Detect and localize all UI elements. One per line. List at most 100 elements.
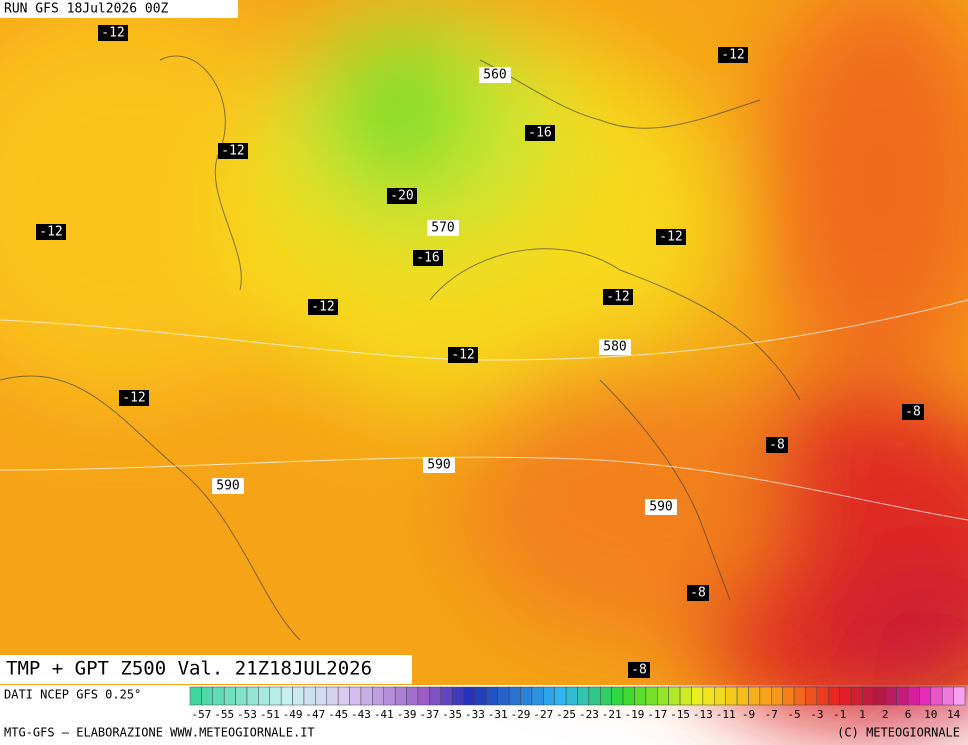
colorbar-label: -53 bbox=[237, 708, 257, 721]
color-swatch bbox=[531, 686, 544, 706]
temp-label-box bbox=[308, 299, 338, 315]
color-swatch bbox=[930, 686, 943, 706]
temp-contour-label: -12 bbox=[721, 48, 744, 63]
color-swatch bbox=[372, 686, 384, 706]
height-contour-label: 570 bbox=[431, 221, 454, 236]
temp-contour-label: -16 bbox=[416, 251, 439, 266]
color-swatch bbox=[383, 686, 396, 706]
color-swatch bbox=[771, 686, 783, 706]
color-swatch bbox=[600, 686, 612, 706]
color-swatch bbox=[634, 686, 647, 706]
color-swatch bbox=[725, 686, 738, 706]
color-swatch bbox=[873, 686, 886, 706]
temp-contour-label: -8 bbox=[905, 405, 921, 420]
temp-label-box bbox=[218, 143, 248, 159]
temp-label-box bbox=[387, 188, 417, 204]
color-swatch bbox=[588, 686, 601, 706]
color-swatch bbox=[782, 686, 795, 706]
color-swatch bbox=[486, 686, 498, 706]
temp-label-box bbox=[687, 585, 709, 601]
temp-label-box bbox=[413, 250, 443, 266]
colorbar-label: -11 bbox=[716, 708, 736, 721]
color-swatch bbox=[212, 686, 225, 706]
colorbar-label: -33 bbox=[465, 708, 485, 721]
temp-contour-label: -8 bbox=[631, 663, 647, 678]
colorbar-label: -5 bbox=[787, 708, 800, 721]
color-swatch bbox=[189, 686, 202, 706]
color-swatch bbox=[337, 686, 350, 706]
temp-contour-label: -20 bbox=[390, 189, 413, 204]
temp-label-box bbox=[119, 390, 149, 406]
color-swatch bbox=[451, 686, 464, 706]
color-swatch bbox=[941, 686, 954, 706]
height-label-box bbox=[427, 220, 459, 236]
colorbar-label: -51 bbox=[260, 708, 280, 721]
colorbar-label: -21 bbox=[602, 708, 622, 721]
color-swatch bbox=[805, 686, 818, 706]
color-swatch bbox=[349, 686, 362, 706]
color-swatch bbox=[474, 686, 487, 706]
title-box bbox=[0, 655, 412, 684]
temp-label-box bbox=[656, 229, 686, 245]
color-swatch bbox=[554, 686, 567, 706]
colorbar-label: 6 bbox=[905, 708, 912, 721]
temp-contour-label: -12 bbox=[39, 225, 62, 240]
temp-label-box bbox=[36, 224, 66, 240]
color-swatch bbox=[280, 686, 293, 706]
colorbar-label: -15 bbox=[670, 708, 690, 721]
color-swatch bbox=[759, 686, 772, 706]
colorbar-label: -45 bbox=[328, 708, 348, 721]
color-swatch bbox=[394, 686, 407, 706]
color-swatch bbox=[292, 686, 305, 706]
color-swatch bbox=[303, 686, 316, 706]
temp-contour-label: -12 bbox=[221, 144, 244, 159]
colorbar-label: -1 bbox=[833, 708, 846, 721]
color-swatch bbox=[827, 686, 840, 706]
colorbar-label: -25 bbox=[556, 708, 576, 721]
temp-contour-label: -12 bbox=[311, 300, 334, 315]
temp-label-box bbox=[718, 47, 748, 63]
map-title: TMP + GPT Z500 Val. 21Z18JUL2026 bbox=[6, 658, 372, 680]
color-swatch bbox=[315, 686, 328, 706]
color-swatch bbox=[896, 686, 909, 706]
color-swatch bbox=[645, 686, 658, 706]
colorbar-label: -3 bbox=[810, 708, 823, 721]
color-swatch bbox=[622, 686, 635, 706]
color-swatch bbox=[417, 686, 430, 706]
colorbar-label: -29 bbox=[511, 708, 531, 721]
color-swatch bbox=[235, 686, 248, 706]
color-swatch bbox=[793, 686, 806, 706]
color-swatch bbox=[919, 686, 932, 706]
color-swatch bbox=[577, 686, 590, 706]
run-box bbox=[0, 0, 238, 18]
color-swatch bbox=[406, 686, 419, 706]
temp-contour-label: -12 bbox=[101, 26, 124, 41]
color-swatch bbox=[679, 686, 692, 706]
temp-label-box bbox=[525, 125, 555, 141]
color-swatch bbox=[258, 686, 271, 706]
color-swatch bbox=[702, 686, 715, 706]
color-swatch bbox=[429, 686, 441, 706]
colorbar-label: -13 bbox=[693, 708, 713, 721]
height-label-box bbox=[212, 478, 244, 494]
temp-contour-label: -12 bbox=[451, 348, 474, 363]
color-swatch bbox=[565, 686, 578, 706]
colorbar-label: -7 bbox=[765, 708, 778, 721]
colorbar-label: -55 bbox=[214, 708, 234, 721]
temp-label-box bbox=[628, 662, 650, 678]
colorbar-label: 10 bbox=[924, 708, 937, 721]
height-label-box bbox=[479, 67, 511, 83]
color-swatch bbox=[326, 686, 339, 706]
colorbar-label: -41 bbox=[374, 708, 394, 721]
color-swatch bbox=[269, 686, 282, 706]
run-label: RUN GFS 18Jul2026 00Z bbox=[4, 2, 169, 17]
color-swatch bbox=[668, 686, 681, 706]
color-swatch bbox=[839, 686, 852, 706]
height-label-box bbox=[599, 339, 631, 355]
colorbar-label: -23 bbox=[579, 708, 599, 721]
temp-contour-label: -16 bbox=[528, 126, 551, 141]
height-label-box bbox=[423, 457, 455, 473]
temp-contour-label: -8 bbox=[690, 586, 706, 601]
color-swatch bbox=[497, 686, 510, 706]
